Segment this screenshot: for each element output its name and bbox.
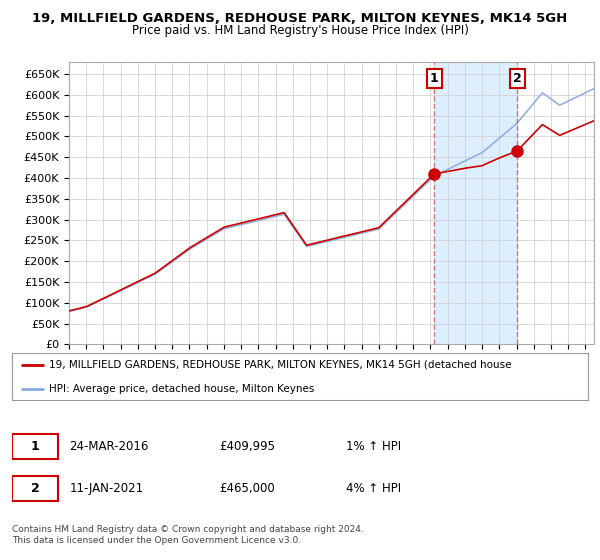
Text: £409,995: £409,995: [220, 440, 275, 453]
Text: Contains HM Land Registry data © Crown copyright and database right 2024.
This d: Contains HM Land Registry data © Crown c…: [12, 525, 364, 545]
Text: 2: 2: [512, 72, 521, 85]
Text: £465,000: £465,000: [220, 482, 275, 495]
FancyBboxPatch shape: [12, 434, 58, 459]
FancyBboxPatch shape: [12, 476, 58, 501]
Text: Price paid vs. HM Land Registry's House Price Index (HPI): Price paid vs. HM Land Registry's House …: [131, 24, 469, 37]
Text: 11-JAN-2021: 11-JAN-2021: [70, 482, 144, 495]
Text: 2: 2: [31, 482, 40, 495]
Text: 19, MILLFIELD GARDENS, REDHOUSE PARK, MILTON KEYNES, MK14 5GH (detached house: 19, MILLFIELD GARDENS, REDHOUSE PARK, MI…: [49, 360, 512, 370]
Text: 4% ↑ HPI: 4% ↑ HPI: [346, 482, 401, 495]
Bar: [434, 62, 517, 344]
Text: 1% ↑ HPI: 1% ↑ HPI: [346, 440, 401, 453]
Text: 24-MAR-2016: 24-MAR-2016: [70, 440, 149, 453]
Text: HPI: Average price, detached house, Milton Keynes: HPI: Average price, detached house, Milt…: [49, 384, 315, 394]
Text: 1: 1: [31, 440, 40, 453]
Text: 19, MILLFIELD GARDENS, REDHOUSE PARK, MILTON KEYNES, MK14 5GH: 19, MILLFIELD GARDENS, REDHOUSE PARK, MI…: [32, 12, 568, 25]
Text: 1: 1: [430, 72, 439, 85]
